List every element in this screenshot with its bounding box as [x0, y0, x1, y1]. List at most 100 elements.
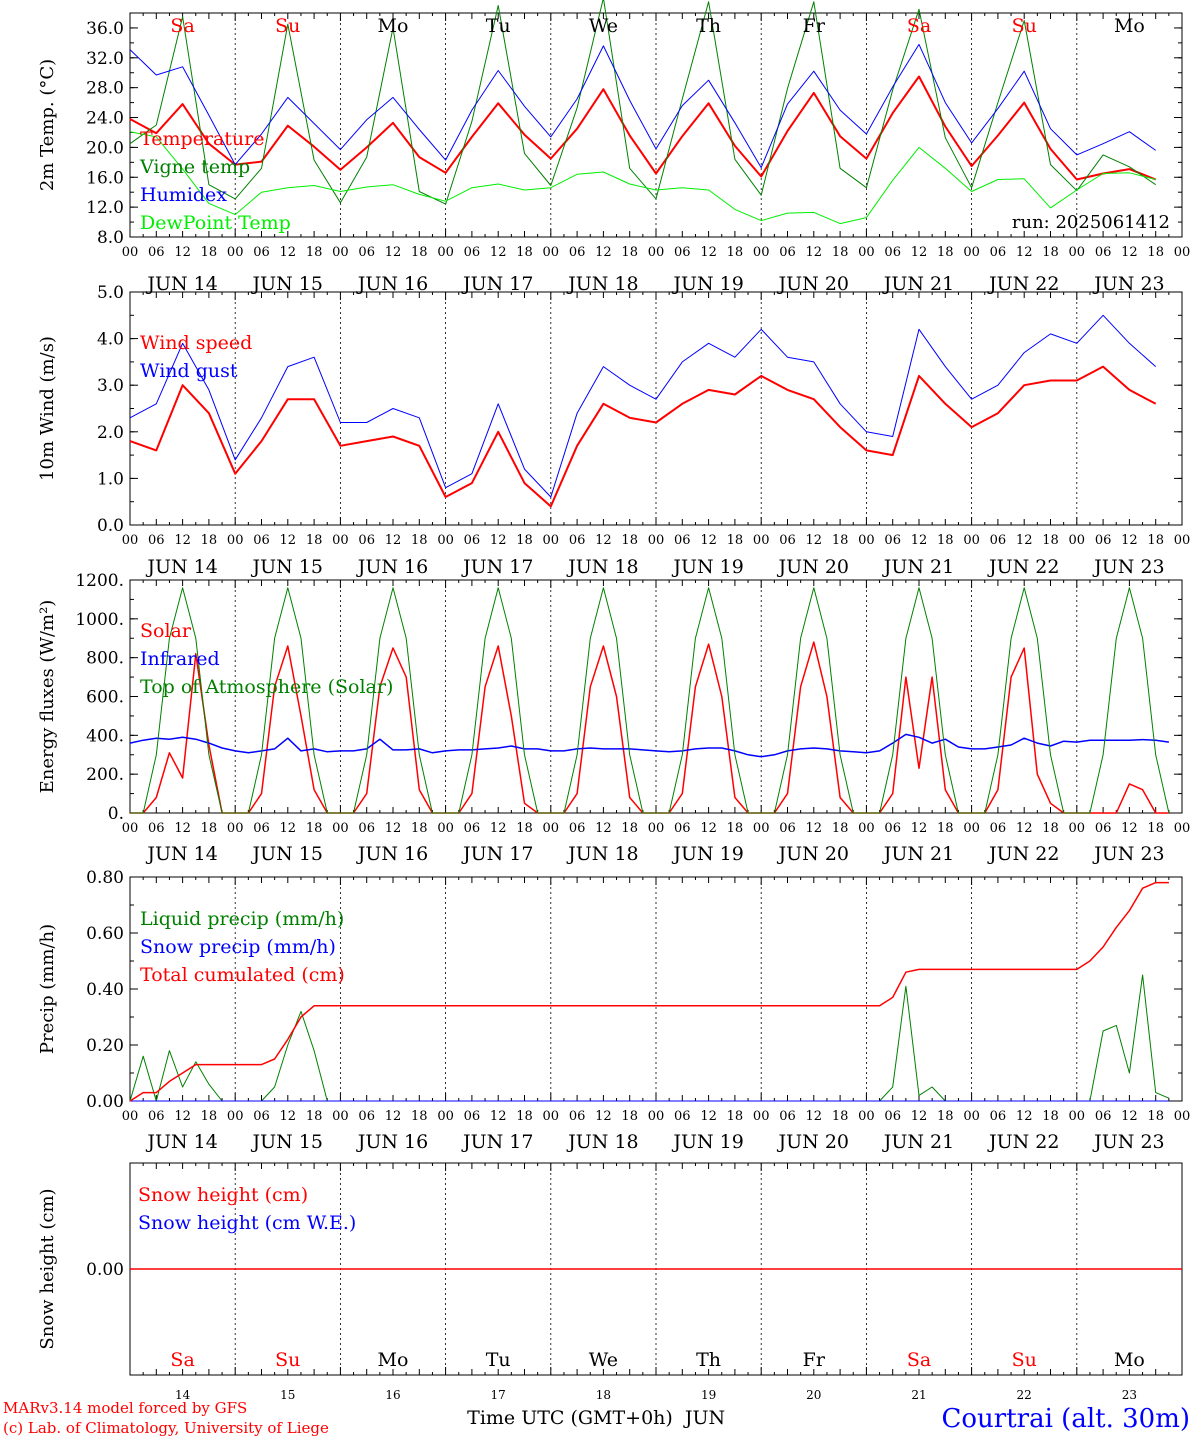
y-tick-label: 0.0	[97, 516, 124, 536]
day-number: 17	[491, 1388, 506, 1402]
y-tick-label: 0.00	[86, 1260, 124, 1280]
footer-left: MARv3.14 model forced by GFS (c) Lab. of…	[3, 1398, 329, 1438]
hour-tick-label: 12	[385, 245, 402, 260]
y-tick-label: 20.0	[86, 138, 124, 158]
weekday-label-bottom: We	[589, 1349, 618, 1371]
hour-tick-label: 06	[253, 245, 270, 260]
hour-tick-label: 18	[1042, 1109, 1059, 1124]
day-label: JUN 22	[987, 273, 1059, 295]
day-label: JUN 14	[145, 556, 217, 578]
weekday-label: Mo	[1114, 15, 1145, 37]
weekday-label: Su	[1012, 15, 1037, 37]
hour-tick-label: 12	[1121, 821, 1138, 836]
hour-tick-label: 12	[595, 245, 612, 260]
day-label: JUN 17	[461, 1131, 533, 1153]
day-number: 21	[911, 1388, 926, 1402]
day-label: JUN 17	[461, 843, 533, 865]
hour-tick-label: 18	[516, 245, 533, 260]
day-label: JUN 21	[882, 843, 954, 865]
day-number: 20	[806, 1388, 821, 1402]
hour-tick-label: 06	[884, 533, 901, 548]
hour-tick-label: 00	[753, 245, 770, 260]
hour-tick-label: 06	[1095, 245, 1112, 260]
hour-tick-label: 06	[358, 821, 375, 836]
hour-tick-label: 00	[858, 245, 875, 260]
day-label: JUN 19	[671, 1131, 743, 1153]
hour-tick-label: 00	[963, 1109, 980, 1124]
hour-tick-label: 12	[490, 821, 507, 836]
hour-tick-label: 06	[358, 245, 375, 260]
y-tick-label: 16.0	[86, 168, 124, 188]
y-tick-label: 1.0	[97, 469, 124, 489]
series-line	[130, 587, 1170, 814]
day-label: JUN 18	[566, 556, 638, 578]
y-tick-label: 400.	[86, 726, 124, 746]
y-tick-label: 2.0	[97, 423, 124, 443]
hour-tick-label: 12	[280, 245, 297, 260]
hour-tick-label: 12	[595, 1109, 612, 1124]
weekday-label: Su	[275, 15, 300, 37]
hour-tick-label: 18	[727, 245, 744, 260]
hour-tick-label: 12	[806, 821, 823, 836]
hour-tick-label: 18	[937, 1109, 954, 1124]
y-tick-label: 800.	[86, 649, 124, 669]
hour-tick-label: 00	[227, 1109, 244, 1124]
series-line	[129, 733, 1170, 758]
hour-tick-label: 18	[306, 245, 323, 260]
day-number: 15	[280, 1388, 295, 1402]
hour-tick-label: 12	[911, 533, 928, 548]
day-label: JUN 19	[671, 843, 743, 865]
hour-tick-label: 06	[464, 533, 481, 548]
hour-tick-label: 12	[490, 245, 507, 260]
hour-tick-label: 06	[1095, 533, 1112, 548]
hour-tick-label: 12	[385, 533, 402, 548]
series-line	[129, 314, 1157, 498]
hour-tick-label: 00	[858, 821, 875, 836]
run-label: run: 2025061412	[1012, 212, 1170, 233]
y-tick-label: 0.	[108, 804, 124, 824]
hour-tick-label: 06	[358, 533, 375, 548]
weekday-label-bottom: Su	[1012, 1349, 1037, 1371]
hour-tick-label: 12	[700, 821, 717, 836]
copyright-credit: (c) Lab. of Climatology, University of L…	[3, 1419, 329, 1437]
hour-tick-label: 18	[937, 245, 954, 260]
hour-tick-label: 18	[1147, 1109, 1164, 1124]
hour-tick-label: 00	[963, 821, 980, 836]
day-number: 18	[596, 1388, 611, 1402]
y-tick-label: 1000.	[75, 610, 124, 630]
legend-entry: Humidex	[140, 184, 227, 206]
day-number: 14	[175, 1388, 191, 1402]
hour-tick-label: 12	[385, 821, 402, 836]
day-label: JUN 19	[671, 273, 743, 295]
day-label: JUN 16	[356, 273, 428, 295]
hour-tick-label: 00	[648, 533, 665, 548]
hour-tick-label: 18	[411, 245, 428, 260]
series-line	[129, 0, 1156, 205]
weekday-label-bottom: Tu	[486, 1349, 511, 1371]
hour-tick-label: 06	[464, 821, 481, 836]
day-label: JUN 18	[566, 273, 638, 295]
hour-tick-label: 12	[806, 1109, 823, 1124]
hour-tick-label: 18	[201, 821, 218, 836]
hour-tick-label: 12	[700, 245, 717, 260]
hour-tick-label: 18	[621, 821, 638, 836]
hour-tick-label: 18	[1042, 821, 1059, 836]
weekday-label: We	[589, 15, 618, 37]
hour-tick-label: 12	[911, 821, 928, 836]
hour-tick-label: 06	[674, 1109, 691, 1124]
hour-tick-label: 12	[1016, 1109, 1033, 1124]
hour-tick-label: 18	[306, 533, 323, 548]
series-line	[130, 641, 1169, 814]
hour-tick-label: 12	[385, 1109, 402, 1124]
hour-tick-label: 00	[122, 821, 139, 836]
series-line	[129, 365, 1157, 508]
day-label: JUN 23	[1092, 1131, 1164, 1153]
day-label: JUN 15	[251, 843, 323, 865]
hour-tick-label: 00	[753, 821, 770, 836]
y-tick-label: 12.0	[86, 198, 124, 218]
y-tick-label: 3.0	[97, 376, 124, 396]
hour-tick-label: 00	[1069, 533, 1086, 548]
hour-tick-label: 18	[621, 245, 638, 260]
series-line	[129, 881, 1169, 1102]
hour-tick-label: 06	[1095, 1109, 1112, 1124]
